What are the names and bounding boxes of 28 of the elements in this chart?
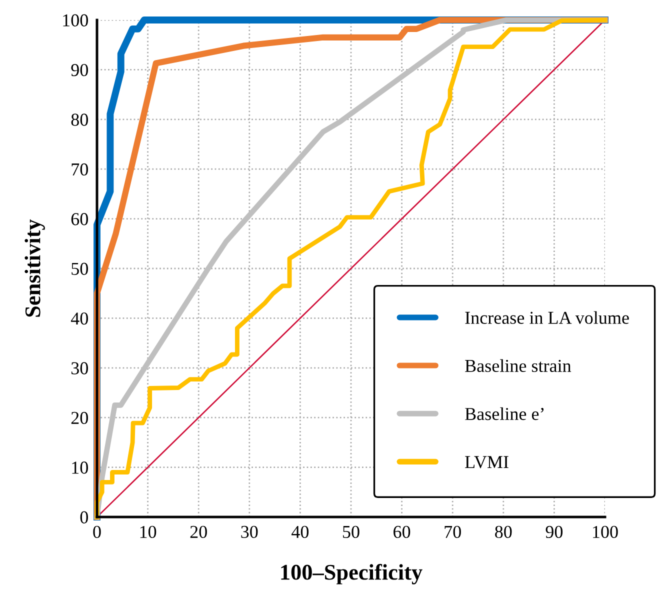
x-tick-label: 80 [495, 526, 512, 538]
x-tick-label: 60 [394, 526, 410, 538]
x-tick-label: 40 [292, 526, 309, 538]
y-tick-label: 10 [72, 462, 88, 474]
x-tick-label: 50 [343, 526, 360, 538]
x-tick-label: 20 [190, 526, 207, 538]
y-tick-label: 0 [80, 511, 88, 524]
y-tick-label: 20 [71, 412, 88, 424]
x-tick-label: 70 [444, 526, 461, 538]
x-tick-label: 90 [546, 526, 563, 538]
x-axis-title: 100–Specificity [281, 564, 422, 584]
legend-label: Baseline e’ [465, 407, 544, 420]
y-tick-label: 30 [71, 362, 88, 374]
y-tick-label: 50 [72, 262, 88, 275]
x-tick-label: 0 [93, 526, 101, 538]
legend-label: Increase in LA volume [465, 311, 629, 324]
y-tick-label: 80 [71, 114, 88, 126]
x-tick-label: 100 [593, 526, 618, 538]
x-tick-label: 30 [241, 526, 258, 538]
legend-label: LVMI [465, 456, 508, 468]
legend-label: Baseline strain [465, 359, 572, 372]
y-tick-label: 90 [71, 64, 88, 76]
y-axis-title: Sensitivity [24, 219, 45, 317]
x-tick-label: 10 [140, 526, 156, 538]
y-tick-label: 40 [70, 312, 88, 325]
y-tick-label: 60 [71, 213, 88, 226]
y-tick-label: 100 [63, 14, 88, 26]
y-tick-label: 70 [72, 163, 88, 176]
